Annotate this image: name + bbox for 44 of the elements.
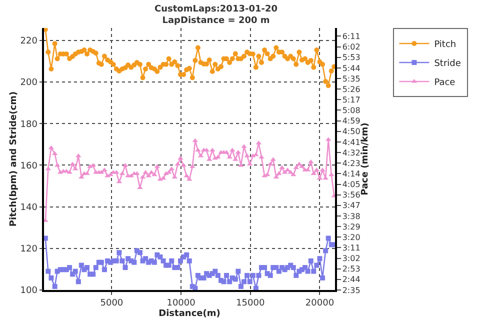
y2-tick-label: 5:35 [342, 74, 360, 84]
y2-tick-label: 3:29 [342, 222, 360, 232]
y-tick-label: 200 [20, 78, 38, 88]
y2-tick-label: 3:56 [342, 190, 360, 200]
y2-tick-label: 4:23 [342, 158, 360, 168]
y2-tick-label: 2:53 [342, 264, 360, 274]
legend-label: Stride [434, 59, 462, 70]
y2-tick-label: 4:05 [342, 180, 360, 190]
legend-label: Pitch [434, 40, 456, 50]
x-tick-label: 15000 [236, 298, 265, 309]
y-tick-label: 140 [20, 202, 38, 213]
chart-subtitle: LapDistance = 200 m [162, 16, 270, 26]
y2-tick-label: 4:32 [342, 148, 360, 158]
legend-label: Pace [434, 78, 456, 88]
y2-tick-label: 4:14 [342, 169, 360, 178]
y-tick-label: 220 [20, 36, 38, 47]
y2-tick-label: 6:02 [342, 42, 360, 52]
x-tick-label: 5000 [100, 298, 124, 309]
y2-tick-label: 2:35 [342, 286, 360, 295]
chart-title: CustomLaps:2013-01-20 [154, 4, 278, 15]
y2-tick-label: 5:44 [342, 64, 360, 73]
y2-tick-label: 4:41 [342, 138, 360, 147]
y-tick-label: 160 [20, 161, 38, 172]
x-tick-label: 20000 [305, 298, 334, 309]
y2-tick-label: 4:50 [342, 127, 360, 136]
y2-tick-label: 3:11 [342, 244, 360, 252]
y-tick-label: 180 [20, 120, 38, 130]
y2-tick-label: 3:02 [342, 254, 360, 264]
y-axis-title: Pitch(bpm) and Stride(cm) [9, 91, 20, 227]
y2-axis-title: Pace (min/km) [360, 122, 371, 196]
y2-tick-label: 5:26 [342, 84, 360, 94]
y2-tick-label: 3:47 [342, 201, 360, 210]
y2-tick-label: 6:11 [342, 32, 360, 42]
y-tick-label: 120 [20, 244, 38, 255]
y2-tick-label: 5:08 [342, 106, 360, 116]
y2-tick-label: 5:53 [342, 53, 360, 62]
y-tick-label: 100 [20, 286, 38, 296]
y2-tick-label: 4:59 [342, 116, 360, 126]
x-tick-label: 10000 [166, 298, 196, 309]
y2-tick-label: 2:44 [342, 275, 360, 284]
y2-tick-label: 3:38 [342, 212, 360, 221]
y2-tick-label: 3:20 [342, 232, 360, 242]
y2-tick-label: 5:17 [342, 95, 360, 104]
x-axis-title: Distance(m) [158, 308, 220, 319]
